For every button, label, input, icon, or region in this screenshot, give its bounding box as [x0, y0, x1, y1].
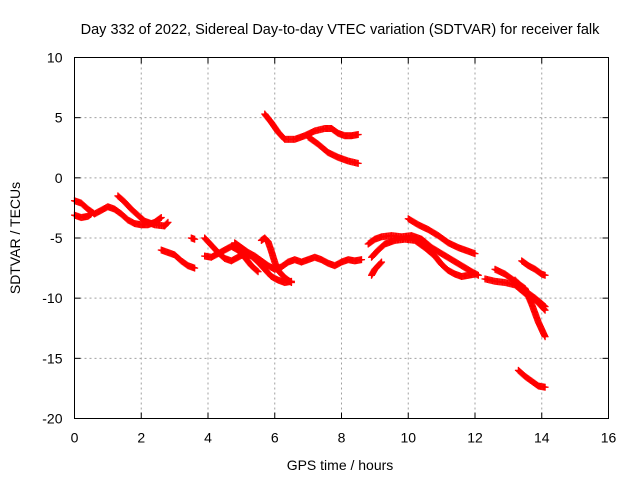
series-track-r — [511, 276, 549, 311]
x-tick-label: 4 — [204, 430, 212, 446]
x-tick-label: 14 — [534, 430, 550, 446]
series-track-i — [257, 234, 295, 287]
x-tick-label: 16 — [601, 430, 617, 446]
x-tick-label: 12 — [467, 430, 483, 446]
series-track-g — [201, 242, 262, 276]
series-track-n — [368, 258, 386, 279]
data-layer — [71, 110, 549, 391]
y-tick-label: 10 — [47, 50, 63, 66]
chart-title: Day 332 of 2022, Sidereal Day-to-day VTE… — [81, 22, 600, 38]
series-track-m — [368, 235, 479, 281]
axis-ticks: 0 2 4 6 8 10 12 14 16 -20 -15 -10 -5 0 5 10 — [42, 50, 616, 446]
series-track-l — [364, 232, 482, 279]
y-tick-label: -20 — [42, 411, 62, 427]
x-tick-label: 6 — [271, 430, 279, 446]
series-track-o — [404, 215, 479, 258]
series-track-h — [231, 239, 366, 273]
y-tick-label: -5 — [50, 230, 63, 246]
x-tick-label: 8 — [338, 430, 346, 446]
series-track-t — [514, 366, 549, 391]
y-tick-label: 0 — [55, 170, 63, 186]
x-tick-label: 2 — [137, 430, 145, 446]
x-axis-label: GPS time / hours — [287, 457, 394, 473]
series-track-c — [114, 192, 172, 230]
y-tick-label: -10 — [42, 290, 62, 306]
series-track-b — [71, 210, 95, 222]
grid — [74, 57, 609, 419]
series-track-s — [518, 257, 549, 279]
series-track-a — [71, 197, 165, 229]
y-tick-label: 5 — [55, 110, 63, 126]
series-track-d — [157, 246, 199, 272]
x-tick-label: 10 — [400, 430, 416, 446]
y-tick-label: -15 — [42, 350, 62, 366]
series-track-e — [187, 234, 199, 243]
series-track-k — [304, 133, 362, 167]
x-tick-label: 0 — [71, 430, 79, 446]
y-axis-label: SDTVAR / TECUs — [7, 182, 23, 294]
